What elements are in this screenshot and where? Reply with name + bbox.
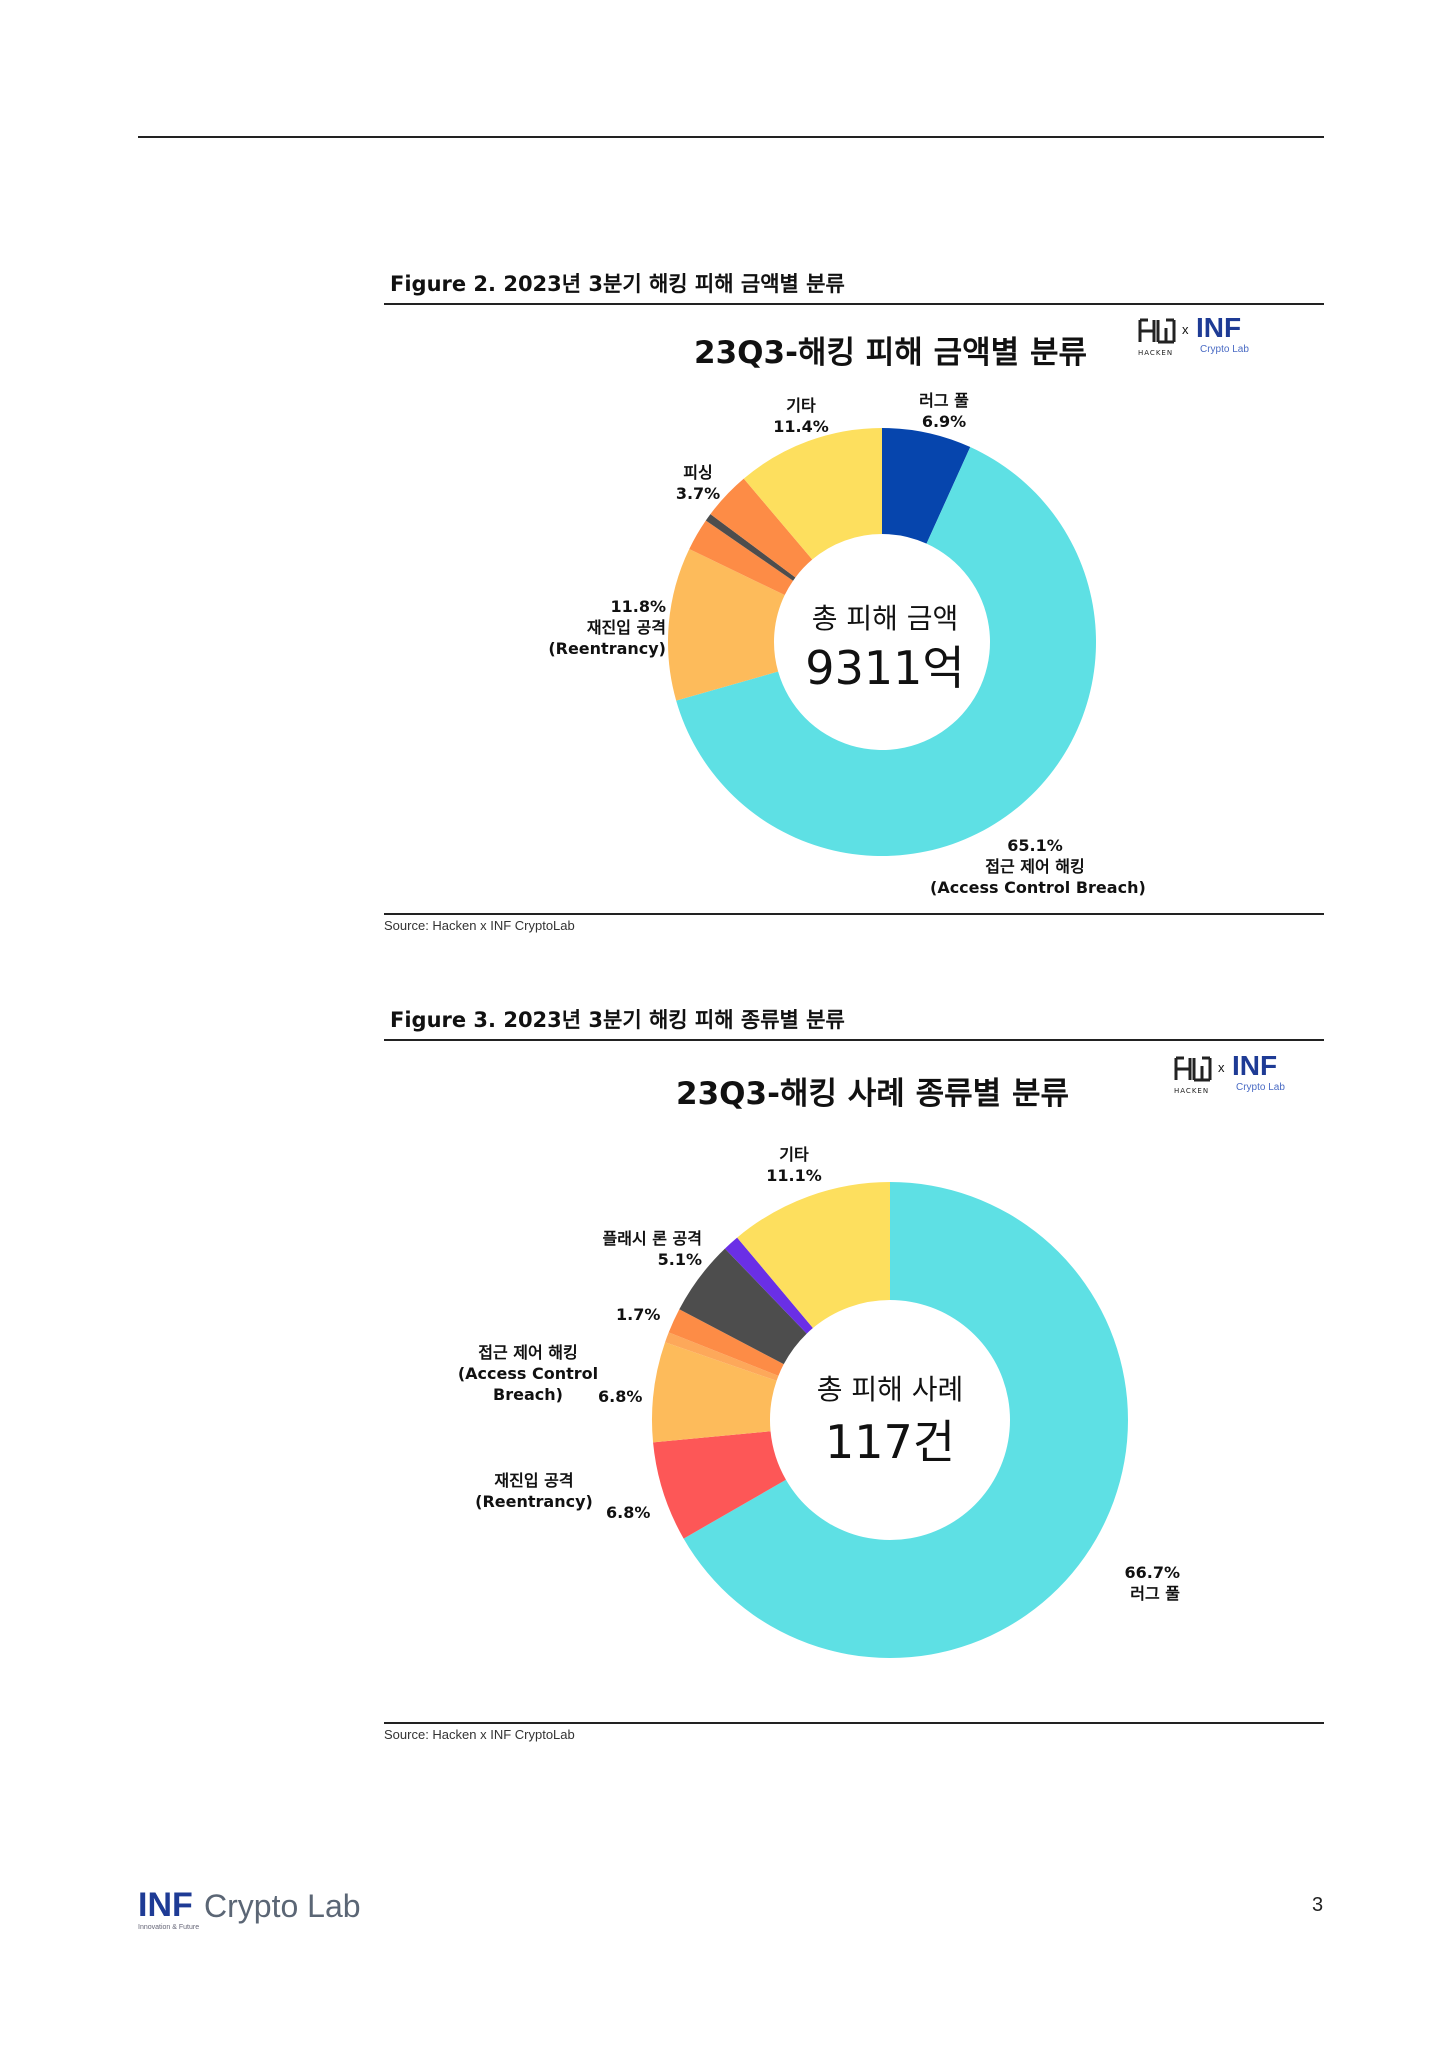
figure-2-bottom-rule bbox=[384, 913, 1324, 915]
fig2-label-phishing: 피싱 3.7% bbox=[670, 462, 726, 504]
hacken-wordmark: HACKEN bbox=[1138, 349, 1174, 357]
label-pct: 11.1% bbox=[766, 1166, 822, 1185]
inf-wordmark: INF bbox=[1196, 312, 1242, 343]
fig3-label-reentrancy: 재진입 공격 (Reentrancy) bbox=[474, 1470, 594, 1512]
figure-3-center-label: 총 피해 사례 bbox=[816, 1373, 964, 1406]
figure-2-center-value: 9311억 bbox=[805, 641, 965, 695]
footer-cryptolab-wordmark: Crypto Lab bbox=[204, 1888, 361, 1924]
donut-slice-2 bbox=[652, 1342, 777, 1443]
label-text: 기타 bbox=[786, 396, 816, 415]
figure-3-bottom-rule bbox=[384, 1722, 1324, 1724]
label-text-en: (Reentrancy) bbox=[475, 1492, 593, 1511]
inf-wordmark: INF bbox=[1232, 1050, 1278, 1081]
fig3-label-flash-loan: 플래시 론 공격 5.1% bbox=[572, 1228, 702, 1270]
donut-slice-6 bbox=[724, 1237, 813, 1334]
footer-tagline: Innovation & Future bbox=[138, 1924, 200, 1931]
donut-slice-1 bbox=[676, 447, 1096, 856]
figure-2-donut-chart bbox=[668, 428, 1096, 856]
label-text: 러그 풀 bbox=[919, 391, 969, 410]
figure-3-donut-chart bbox=[652, 1182, 1128, 1658]
fig2-label-etc: 기타 11.4% bbox=[770, 395, 832, 437]
label-text-en: (Access Control Breach) bbox=[930, 878, 1146, 897]
fig2-label-access-control: 65.1% 접근 제어 해킹 (Access Control Breach) bbox=[930, 835, 1146, 898]
donut-slice-2 bbox=[668, 548, 785, 701]
donut-slice-6 bbox=[743, 428, 882, 560]
page-number: 3 bbox=[1312, 1894, 1324, 1916]
label-pct: 11.4% bbox=[773, 417, 829, 436]
figure-3-center-value: 117건 bbox=[824, 1415, 956, 1469]
label-text-en: Breach) bbox=[493, 1385, 563, 1404]
footer-logo: INF Crypto Lab Innovation & Future bbox=[138, 1886, 398, 1936]
label-pct: 3.7% bbox=[675, 484, 721, 503]
cryptolab-wordmark: Crypto Lab bbox=[1236, 1082, 1285, 1093]
label-pct: 66.7% bbox=[1124, 1563, 1180, 1582]
fig2-label-rug-pull: 러그 풀 6.9% bbox=[906, 390, 982, 432]
cryptolab-wordmark: Crypto Lab bbox=[1200, 344, 1249, 355]
label-text: 접근 제어 해킹 bbox=[985, 857, 1085, 876]
label-text: 러그 풀 bbox=[1130, 1584, 1180, 1603]
hacken-inf-logo: HACKEN x INF Crypto Lab bbox=[1172, 1050, 1292, 1104]
figure-2-top-rule bbox=[384, 303, 1324, 305]
hacken-inf-logo: HACKEN x INF Crypto Lab bbox=[1136, 312, 1256, 366]
label-text: 재진입 공격 bbox=[586, 618, 666, 637]
label-text-en: (Access Control bbox=[457, 1364, 599, 1383]
figure-3-chart-title: 23Q3-해킹 사례 종류별 분류 bbox=[676, 1076, 1069, 1112]
donut-slice-4 bbox=[705, 514, 796, 581]
hacken-icon bbox=[1174, 1056, 1212, 1082]
label-text: 기타 bbox=[779, 1145, 809, 1164]
label-pct: 11.8% bbox=[610, 597, 666, 616]
figure-3-caption: Figure 3. 2023년 3분기 해킹 피해 종류별 분류 bbox=[390, 1008, 845, 1032]
donut-slice-0 bbox=[683, 1182, 1128, 1658]
donut-slice-0 bbox=[882, 428, 971, 544]
hacken-icon bbox=[1138, 318, 1176, 344]
label-text: 재진입 공격 bbox=[494, 1471, 574, 1490]
header-rule bbox=[138, 136, 1324, 138]
donut-slice-5 bbox=[679, 1248, 807, 1365]
donut-slice-5 bbox=[710, 478, 813, 578]
fig2-label-reentrancy: 11.8% 재진입 공격 (Reentrancy) bbox=[548, 596, 666, 659]
fig3-label-access-pct: 6.8% bbox=[598, 1387, 643, 1406]
hacken-wordmark: HACKEN bbox=[1174, 1087, 1210, 1095]
donut-slice-7 bbox=[737, 1182, 890, 1329]
label-text: 접근 제어 해킹 bbox=[478, 1343, 578, 1362]
footer-inf-wordmark: INF bbox=[138, 1886, 193, 1924]
fig3-label-rug-pull: 66.7% 러그 풀 bbox=[1100, 1562, 1180, 1604]
label-text: 플래시 론 공격 bbox=[602, 1229, 702, 1248]
fig3-label-reentrancy-pct: 6.8% bbox=[606, 1503, 651, 1522]
fig3-label-small-pct: 1.7% bbox=[616, 1305, 661, 1324]
label-pct: 6.9% bbox=[921, 412, 967, 431]
donut-slice-4 bbox=[668, 1309, 784, 1376]
figure-2-center-label: 총 피해 금액 bbox=[811, 602, 959, 635]
figure-2-source: Source: Hacken x INF CryptoLab bbox=[384, 918, 575, 933]
fig3-label-access-control: 접근 제어 해킹 (Access Control Breach) bbox=[448, 1342, 608, 1405]
figure-2-caption: Figure 2. 2023년 3분기 해킹 피해 금액별 분류 bbox=[390, 272, 845, 296]
donut-slice-3 bbox=[665, 1332, 779, 1381]
fig3-label-etc: 기타 11.1% bbox=[764, 1144, 824, 1186]
label-text-en: (Reentrancy) bbox=[548, 639, 666, 658]
figure-3-source: Source: Hacken x INF CryptoLab bbox=[384, 1727, 575, 1742]
figure-3-top-rule bbox=[384, 1039, 1324, 1041]
logo-x: x bbox=[1218, 1060, 1225, 1075]
donut-slice-1 bbox=[653, 1431, 786, 1539]
donut-slice-3 bbox=[689, 520, 794, 596]
figure-2-chart-title: 23Q3-해킹 피해 금액별 분류 bbox=[694, 335, 1087, 371]
label-pct: 5.1% bbox=[657, 1250, 702, 1269]
label-text: 피싱 bbox=[683, 463, 713, 482]
label-pct: 65.1% bbox=[1007, 836, 1063, 855]
logo-x: x bbox=[1182, 322, 1189, 337]
